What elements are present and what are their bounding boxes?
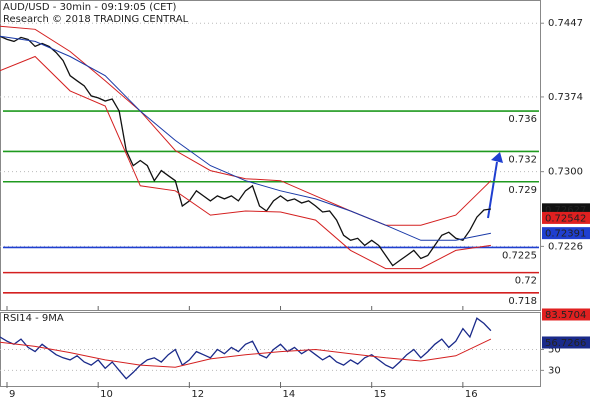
price-tag-label: 56.7266 bbox=[545, 338, 586, 349]
price-tag-label: 83.5704 bbox=[545, 310, 586, 321]
y-tick-label: 0.7300 bbox=[548, 167, 583, 178]
y-tick-label: 0.7374 bbox=[548, 92, 583, 103]
x-tick-label: 16 bbox=[465, 389, 478, 400]
series-line bbox=[0, 35, 491, 267]
series-line bbox=[0, 338, 492, 368]
level-label: 0.7225 bbox=[502, 250, 537, 261]
series-line bbox=[0, 35, 491, 241]
y-tick-label: 30 bbox=[548, 365, 561, 376]
level-label: 0.72 bbox=[515, 276, 537, 287]
price-tag bbox=[542, 227, 590, 240]
series-line bbox=[0, 25, 492, 226]
x-tick-label: 9 bbox=[9, 389, 15, 400]
level-label: 0.729 bbox=[508, 185, 537, 196]
rsi-title: RSI14 - 9MA bbox=[3, 313, 64, 324]
series-line bbox=[0, 55, 491, 270]
chart-subtitle: Research © 2018 TRADING CENTRAL bbox=[3, 14, 189, 25]
price-tag-label: 0.72391 bbox=[545, 229, 586, 240]
rsi-panel bbox=[0, 312, 541, 387]
price-tag-label: 0.72542 bbox=[545, 213, 586, 224]
level-label: 0.718 bbox=[508, 296, 537, 307]
series-line bbox=[0, 317, 492, 380]
price-tag bbox=[542, 308, 590, 321]
chart-title: AUD/USD - 30min - 09:19:05 (CET) bbox=[3, 2, 177, 13]
price-tag-label: 0.72627 bbox=[545, 205, 586, 216]
price-tag bbox=[542, 336, 590, 349]
x-tick-label: 10 bbox=[100, 389, 113, 400]
x-tick-label: 15 bbox=[374, 389, 387, 400]
x-tick-label: 14 bbox=[283, 389, 296, 400]
level-label: 0.732 bbox=[508, 154, 537, 165]
x-tick-label: 12 bbox=[191, 389, 204, 400]
level-label: 0.736 bbox=[508, 114, 537, 125]
forecast-arrow-head bbox=[491, 152, 503, 163]
y-tick-label: 0.7447 bbox=[548, 18, 583, 29]
y-tick-label: 50 bbox=[548, 345, 561, 356]
y-tick-label: 0.7226 bbox=[548, 241, 583, 252]
price-panel bbox=[0, 0, 541, 311]
price-tag bbox=[542, 211, 590, 224]
